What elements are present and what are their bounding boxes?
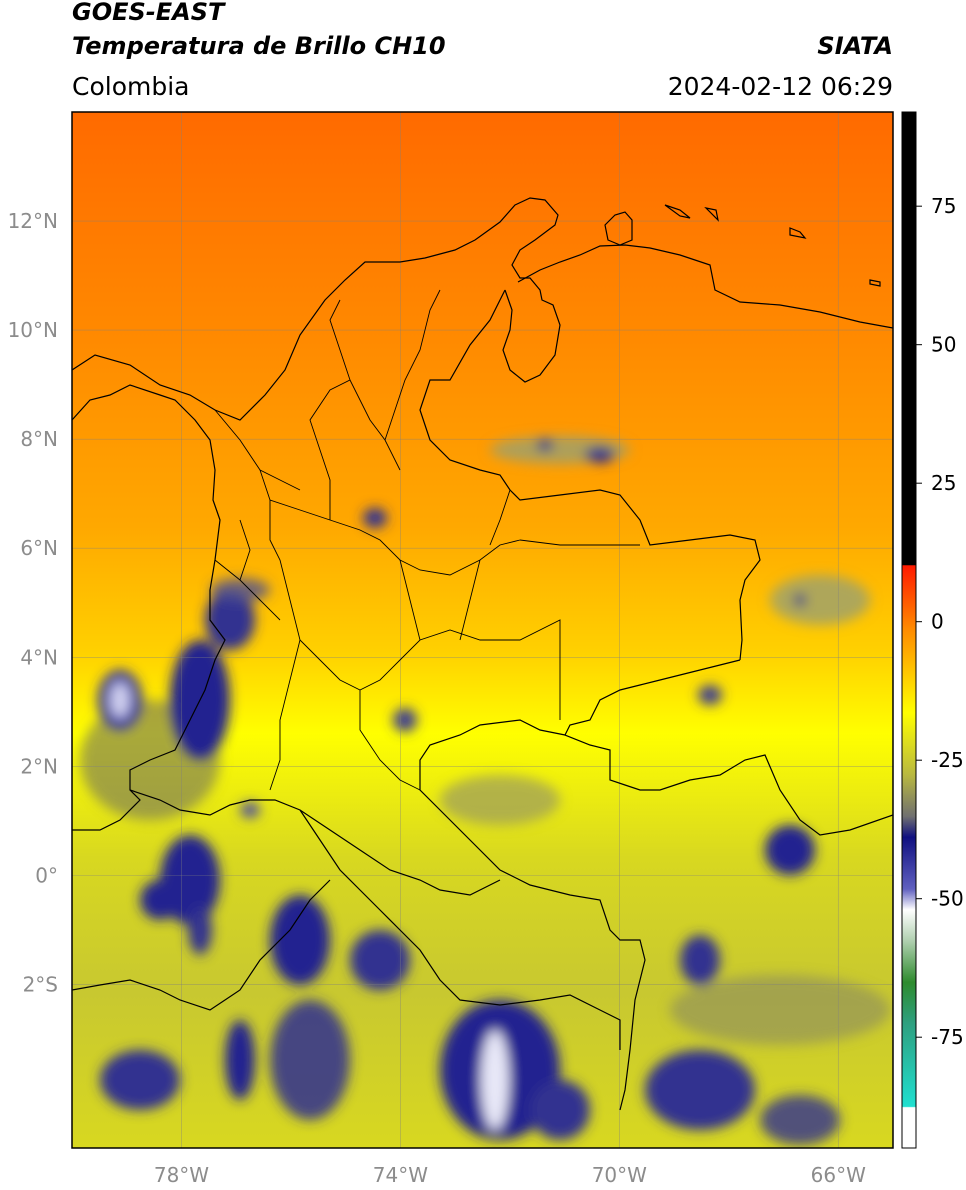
lon-tick-label: 70°W	[592, 1163, 647, 1187]
lat-tick-label: 0°	[35, 863, 58, 887]
colorbar-tick-label: -25	[931, 748, 964, 772]
map-frame	[71, 111, 894, 1149]
gridlines	[72, 112, 893, 1148]
longitude-labels: 78°W 74°W 70°W 66°W	[154, 1163, 866, 1187]
coastline-pacific	[72, 384, 226, 831]
colorbar-gradient	[901, 111, 917, 1149]
datetime-label: 2024-02-12 06:29	[667, 72, 893, 101]
border-venezuela-brazil	[564, 659, 893, 836]
cold-cloud-tops	[80, 436, 890, 1145]
coastline-venezuela	[517, 244, 893, 329]
lon-tick-label: 74°W	[373, 1163, 428, 1187]
colorbar-tick-label: -75	[931, 1025, 964, 1049]
organization-label: SIATA	[817, 32, 893, 60]
colorbar-ticks: 75 50 25 0 -25 -50 -75	[916, 194, 964, 1049]
border-ecuador-peru	[72, 879, 331, 1011]
border-colombia-brazil	[419, 719, 646, 1111]
lat-tick-label: 6°N	[20, 536, 58, 560]
borders	[72, 197, 893, 1111]
colorbar-tick-label: 50	[931, 333, 956, 357]
colorbar-tick-label: 25	[931, 471, 956, 495]
latitude-labels: 12°N 10°N 8°N 6°N 4°N 2°N 0° 2°S	[8, 209, 58, 996]
colorbar-tick-label: 75	[931, 194, 956, 218]
border-peru-colombia	[299, 809, 621, 1050]
lat-tick-label: 10°N	[8, 318, 58, 342]
colorbar: 75 50 25 0 -25 -50 -75	[901, 111, 964, 1149]
internal-borders	[214, 289, 640, 791]
lat-tick-label: 8°N	[20, 427, 58, 451]
satellite-title: GOES-EAST	[72, 0, 225, 26]
lon-tick-label: 78°W	[154, 1163, 209, 1187]
coastline-caribbean	[72, 197, 561, 421]
lat-tick-label: 12°N	[8, 209, 58, 233]
product-title: Temperatura de Brillo CH10	[72, 32, 446, 60]
island-curacao-aruba	[604, 204, 881, 287]
lat-tick-label: 2°S	[23, 972, 58, 996]
colorbar-tick-label: 0	[931, 610, 944, 634]
lat-tick-label: 4°N	[20, 645, 58, 669]
lon-tick-label: 66°W	[811, 1163, 866, 1187]
brightness-temperature-field	[72, 112, 893, 1148]
border-venezuela-colombia	[419, 289, 761, 661]
region-label: Colombia	[72, 72, 190, 101]
colorbar-tick-label: -50	[931, 887, 964, 911]
lat-tick-label: 2°N	[20, 754, 58, 778]
